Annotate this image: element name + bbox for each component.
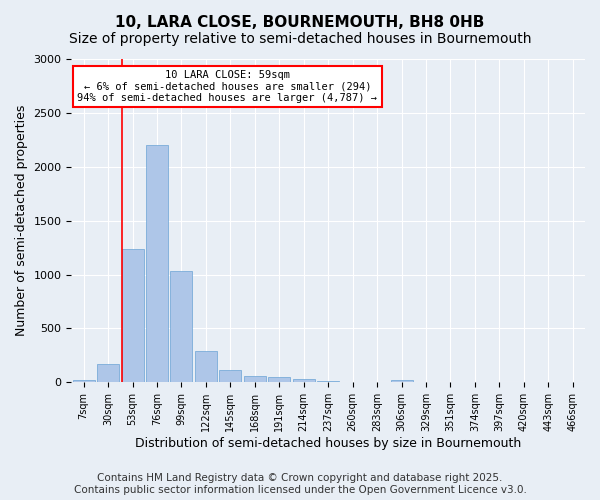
Text: Contains HM Land Registry data © Crown copyright and database right 2025.
Contai: Contains HM Land Registry data © Crown c… <box>74 474 526 495</box>
Bar <box>170 272 193 382</box>
Bar <box>146 145 168 382</box>
Bar <box>268 377 290 382</box>
Bar <box>97 364 119 382</box>
Text: 10, LARA CLOSE, BOURNEMOUTH, BH8 0HB: 10, LARA CLOSE, BOURNEMOUTH, BH8 0HB <box>115 15 485 30</box>
Bar <box>195 350 217 382</box>
Text: 10 LARA CLOSE: 59sqm
← 6% of semi-detached houses are smaller (294)
94% of semi-: 10 LARA CLOSE: 59sqm ← 6% of semi-detach… <box>77 70 377 103</box>
Bar <box>122 248 143 382</box>
Text: Size of property relative to semi-detached houses in Bournemouth: Size of property relative to semi-detach… <box>69 32 531 46</box>
Y-axis label: Number of semi-detached properties: Number of semi-detached properties <box>15 105 28 336</box>
Bar <box>293 378 315 382</box>
X-axis label: Distribution of semi-detached houses by size in Bournemouth: Distribution of semi-detached houses by … <box>135 437 521 450</box>
Bar <box>391 380 413 382</box>
Bar <box>244 376 266 382</box>
Bar <box>73 380 95 382</box>
Bar <box>220 370 241 382</box>
